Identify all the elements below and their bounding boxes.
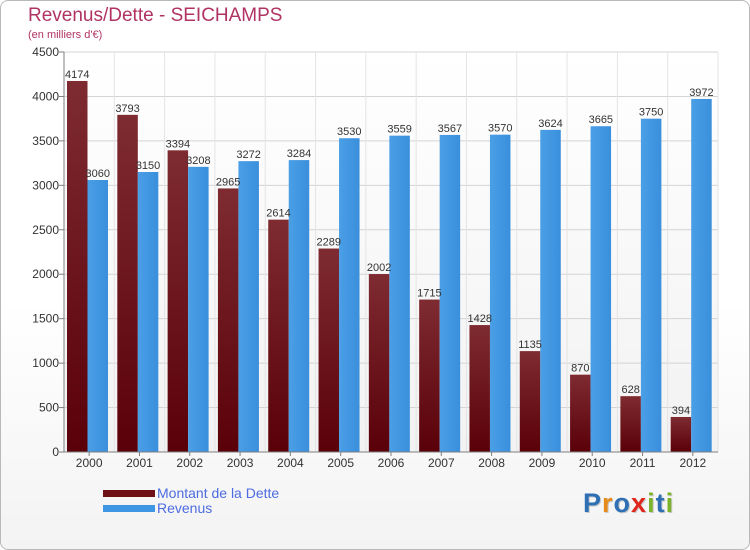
x-tick-label: 2004 [277,456,304,470]
proxiti-logo: Proxiti [583,488,674,519]
data-label-revenus: 3060 [86,168,110,180]
y-tick-label: 2500 [32,223,59,237]
x-tick-label: 2010 [579,456,606,470]
bar-revenus [540,129,561,452]
y-tick-label: 500 [39,401,59,415]
data-label-dette: 3793 [115,103,139,115]
data-label-dette: 628 [621,384,639,396]
bar-dette [268,219,289,452]
chart-title: Revenus/Dette - SEICHAMPS [28,5,283,26]
data-label-revenus: 3972 [689,87,713,99]
data-label-dette: 2002 [367,262,391,274]
data-label-dette: 1428 [467,313,491,325]
bar-dette [67,80,88,452]
y-tick-label: 2000 [32,267,59,281]
data-label-dette: 394 [672,405,690,417]
bar-dette [469,325,490,452]
bar-revenus [439,134,461,452]
x-tick-label: 2012 [679,456,706,470]
x-tick-label: 2003 [227,456,254,470]
logo-letter: o [613,488,632,518]
y-tick-label: 3000 [32,178,59,192]
data-label-dette: 2614 [266,208,290,220]
data-label-dette: 870 [571,363,589,375]
data-label-revenus: 3665 [589,114,613,126]
data-label-revenus: 3570 [488,123,512,135]
logo-letter: x [631,488,648,518]
legend-label-dette: Montant de la Dette [157,485,280,501]
x-tick-label: 2009 [529,456,556,470]
bar-dette [167,150,189,453]
x-tick-label: 2001 [126,456,153,470]
legend-label-revenus: Revenus [157,500,213,516]
bar-dette [570,374,591,452]
bar-revenus [590,126,612,452]
bar-dette [419,299,440,452]
bar-dette [368,274,390,452]
x-tick-label: 2007 [428,456,455,470]
data-label-dette: 4174 [65,69,89,81]
data-label-revenus: 3750 [639,107,663,119]
bar-revenus [691,98,712,452]
data-label-dette: 1135 [518,339,542,351]
bar-revenus [389,135,410,452]
data-label-dette: 2289 [317,237,341,249]
data-label-revenus: 3150 [136,160,160,172]
chart-subtitle: (en milliers d'€) [28,29,103,41]
bar-dette [217,188,239,452]
x-tick-label: 2000 [76,456,103,470]
logo-letter: r [602,488,614,518]
bar-revenus [339,138,360,452]
x-tick-label: 2002 [176,456,203,470]
y-tick-label: 1000 [32,356,59,370]
data-label-dette: 2965 [216,176,240,188]
data-label-revenus: 3208 [186,155,210,167]
y-tick-label: 4500 [32,45,59,59]
logo-letter: t [655,488,666,518]
bar-revenus [137,172,159,452]
bar-dette [519,351,541,452]
legend-swatch-dette [103,490,155,497]
bar-revenus [188,166,209,452]
logo-letter: P [583,488,603,518]
y-tick-label: 0 [52,445,59,459]
bar-dette [670,416,692,452]
data-label-dette: 3394 [166,138,190,150]
x-tick-label: 2008 [478,456,505,470]
bar-revenus [489,134,511,452]
logo-letter: i [665,488,675,518]
bar-revenus [87,180,108,452]
logo-letter: i [647,488,656,518]
bar-revenus [288,160,310,453]
bar-revenus [238,161,259,452]
x-tick-label: 2011 [630,456,656,470]
data-label-dette: 1715 [417,288,441,300]
data-label-revenus: 3284 [287,148,311,160]
x-tick-label: 2005 [327,456,354,470]
bar-dette [318,248,340,452]
data-label-revenus: 3559 [387,124,411,136]
data-label-revenus: 3567 [438,123,462,135]
bar-revenus [640,118,662,453]
y-tick-label: 4000 [32,89,59,103]
legend-swatch-revenus [103,505,155,512]
bar-dette [620,396,641,452]
x-tick-label: 2006 [378,456,405,470]
data-label-revenus: 3530 [337,126,361,138]
y-tick-label: 3500 [32,134,59,148]
data-label-revenus: 3272 [236,149,260,161]
bar-dette [117,114,138,452]
y-tick-label: 1500 [32,312,59,326]
data-label-revenus: 3624 [538,118,562,130]
